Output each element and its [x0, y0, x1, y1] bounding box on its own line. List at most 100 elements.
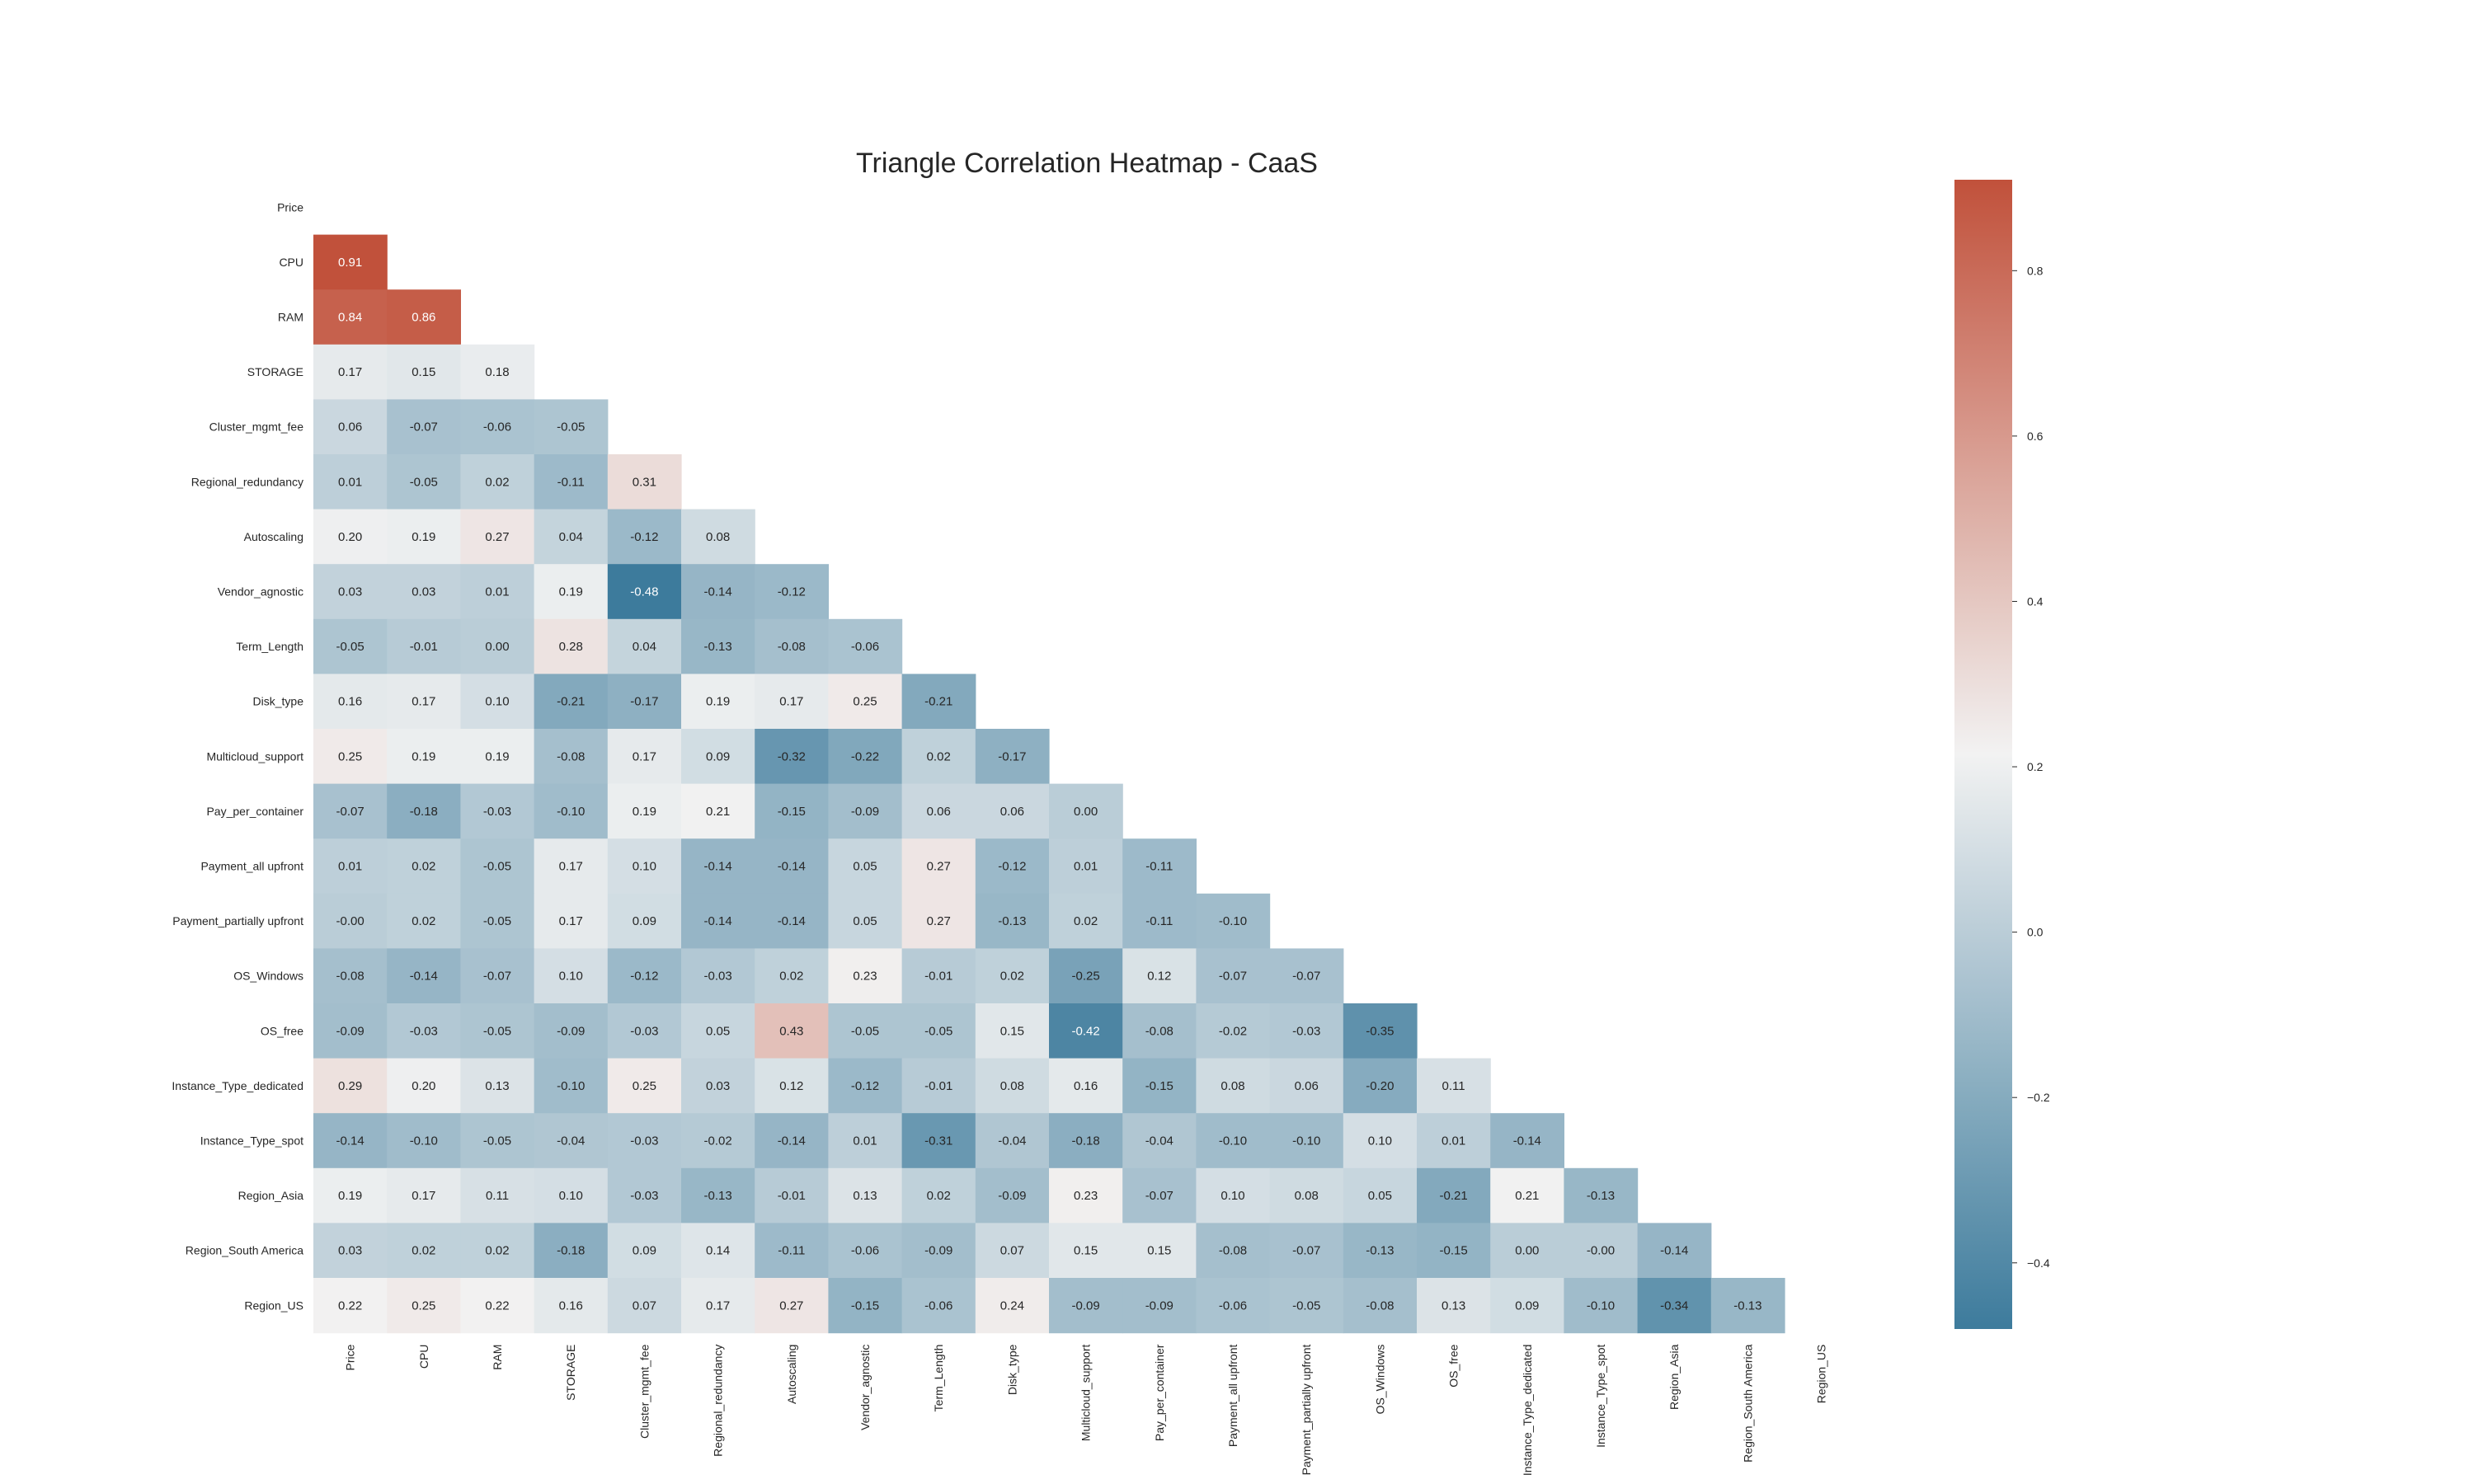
heatmap-cell: [534, 509, 609, 565]
cell-value-label: -0.08: [1145, 1024, 1174, 1038]
cell-value-label: -0.09: [1071, 1298, 1099, 1313]
heatmap-cell: [313, 564, 388, 620]
cell-value-label: 0.09: [1515, 1298, 1539, 1313]
cell-value-label: 0.86: [412, 311, 435, 325]
heatmap-cell: [607, 838, 682, 895]
cell-value-label: -0.09: [851, 805, 879, 819]
heatmap-cell: [534, 564, 609, 620]
heatmap-cell: [1049, 1167, 1123, 1223]
heatmap-cell: [460, 1278, 535, 1334]
x-tick-label: Region_Asia: [1667, 1344, 1681, 1410]
cell-value-label: 0.02: [412, 860, 435, 874]
cell-value-label: 0.08: [1221, 1079, 1244, 1093]
heatmap-cell: [1637, 1278, 1712, 1334]
heatmap-cell: [1049, 783, 1123, 839]
cell-value-label: 0.02: [779, 970, 803, 984]
y-tick-label: Region_South America: [186, 1244, 303, 1257]
cell-value-label: 0.06: [927, 805, 951, 819]
cell-value-label: -0.01: [924, 970, 952, 984]
heatmap-cell: [534, 1113, 609, 1169]
cell-value-label: -0.12: [851, 1079, 879, 1093]
heatmap-cell: [460, 838, 535, 895]
cell-value-label: -0.14: [1660, 1244, 1688, 1258]
cell-value-label: 0.10: [633, 860, 656, 874]
heatmap-cell: [681, 1278, 755, 1334]
heatmap-cell: [755, 838, 829, 895]
y-tick-label: Regional_redundancy: [191, 475, 303, 488]
y-tick-label: Payment_all upfront: [200, 860, 303, 873]
x-tick-label: Disk_type: [1005, 1344, 1018, 1395]
cell-value-label: 0.27: [485, 530, 509, 544]
x-tick-label: Multicloud_support: [1079, 1344, 1093, 1441]
cell-value-label: 0.24: [1000, 1298, 1024, 1313]
heatmap-cell: [1049, 1223, 1123, 1279]
cell-value-label: 0.19: [412, 530, 435, 544]
heatmap-cell: [975, 1058, 1050, 1114]
heatmap-cell: [901, 893, 976, 949]
cell-value-label: 0.02: [927, 1189, 951, 1203]
heatmap-cell: [755, 1223, 829, 1279]
cell-value-label: -0.00: [336, 914, 364, 928]
cell-value-label: -0.15: [1145, 1079, 1174, 1093]
cell-value-label: 0.23: [853, 970, 877, 984]
heatmap-cell: [1049, 1058, 1123, 1114]
cell-value-label: -0.32: [778, 749, 806, 763]
heatmap-cell: [901, 1058, 976, 1114]
heatmap-cell: [607, 729, 682, 785]
cell-value-label: 0.05: [853, 860, 877, 874]
y-tick-label: Price: [277, 200, 303, 214]
cell-value-label: -0.01: [924, 1079, 952, 1093]
heatmap-cell: [681, 564, 755, 620]
cell-value-label: 0.08: [1295, 1189, 1319, 1203]
cell-value-label: 0.19: [338, 1189, 362, 1203]
y-tick-label: OS_Windows: [233, 970, 303, 983]
colorbar-tick-label: −0.4: [2027, 1256, 2050, 1270]
cell-value-label: 0.25: [633, 1079, 656, 1093]
heatmap-cell: [975, 1223, 1050, 1279]
heatmap-cell: [534, 1278, 609, 1334]
heatmap-cell: [607, 948, 682, 1004]
x-tick-label: OS_Windows: [1373, 1345, 1386, 1415]
colorbar-tick-label: 0.2: [2027, 760, 2044, 773]
cell-value-label: -0.17: [630, 695, 658, 709]
cell-value-label: -0.01: [410, 640, 438, 654]
colorbar-tick-label: 0.6: [2027, 430, 2044, 443]
heatmap-cell: [1417, 1167, 1491, 1223]
cell-value-label: 0.10: [1368, 1134, 1392, 1148]
colorbar: −0.4 −0.2 0.0 0.2 0.4 0.6 0.8: [1954, 180, 2050, 1329]
heatmap-cell: [755, 1003, 829, 1059]
x-tick-label: STORAGE: [564, 1345, 577, 1401]
cell-value-label: 0.27: [779, 1298, 803, 1313]
heatmap-cell: [1490, 1113, 1564, 1169]
cell-value-label: 0.17: [559, 860, 583, 874]
heatmap-cell: [607, 783, 682, 839]
heatmap-cell: [460, 509, 535, 565]
heatmap-cell: [975, 1113, 1050, 1169]
cell-value-label: 0.17: [412, 1189, 435, 1203]
x-tick-label: Regional_redundancy: [712, 1345, 725, 1457]
cell-value-label: 0.01: [485, 585, 509, 599]
heatmap-cell: [828, 729, 903, 785]
cell-value-label: -0.09: [1145, 1298, 1174, 1313]
cell-value-label: 0.09: [706, 749, 730, 763]
heatmap-cell: [387, 1278, 461, 1334]
cell-value-label: 0.25: [853, 695, 877, 709]
heatmap-cell: [1710, 1278, 1785, 1334]
heatmap-cell: [1269, 1278, 1344, 1334]
cell-value-label: -0.03: [630, 1024, 658, 1038]
heatmap-cell: [387, 509, 461, 565]
cell-value-label: -0.13: [998, 914, 1026, 928]
heatmap-cell: [607, 674, 682, 730]
heatmap-cell: [1269, 1058, 1344, 1114]
x-tick-label: Vendor_agnostic: [858, 1345, 872, 1430]
heatmap-cell: [828, 1223, 903, 1279]
heatmap-cell: [975, 838, 1050, 895]
heatmap-cell: [1490, 1167, 1564, 1223]
heatmap-cell: [460, 1113, 535, 1169]
heatmap-cell: [828, 783, 903, 839]
heatmap-cell: [975, 1278, 1050, 1334]
heatmap-cell: [313, 618, 388, 674]
heatmap-cell: [1196, 1058, 1271, 1114]
heatmap-cell: [460, 1003, 535, 1059]
heatmap-cell: [1122, 1058, 1197, 1114]
